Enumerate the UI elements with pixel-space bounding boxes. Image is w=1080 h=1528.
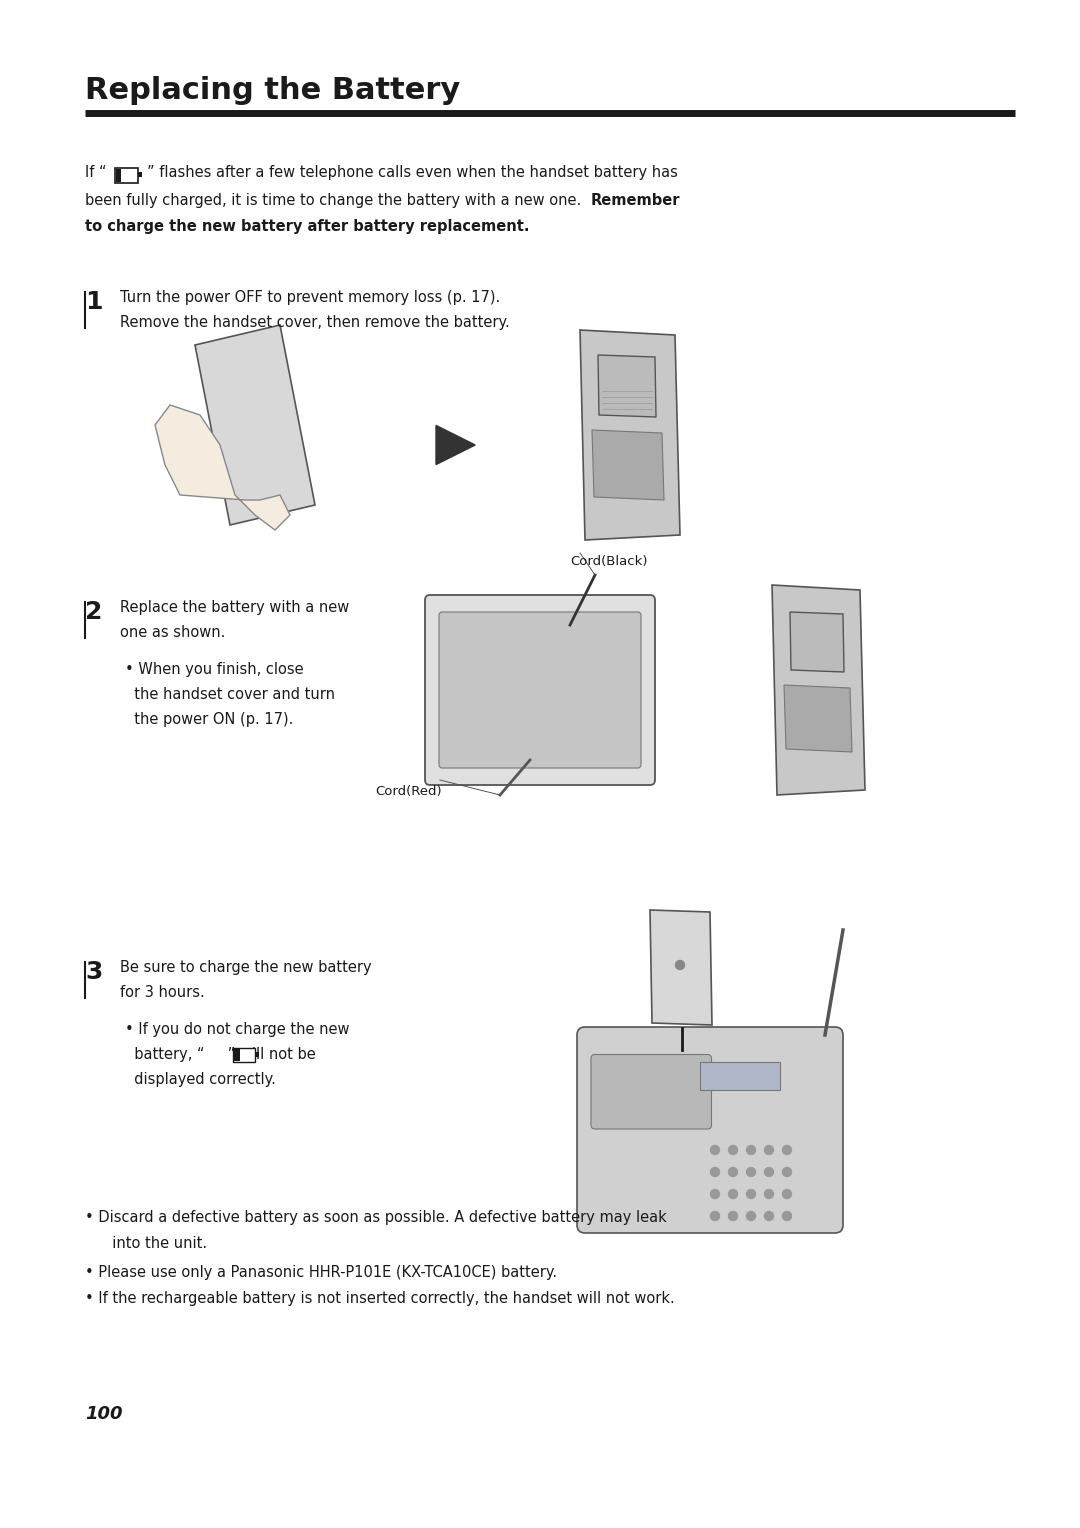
Text: Turn the power OFF to prevent memory loss (p. 17).: Turn the power OFF to prevent memory los… [120,290,500,306]
Circle shape [711,1167,719,1177]
Text: • If you do not charge the new: • If you do not charge the new [125,1022,350,1038]
Circle shape [783,1167,792,1177]
Text: the power ON (p. 17).: the power ON (p. 17). [125,712,294,727]
Polygon shape [580,330,680,539]
FancyBboxPatch shape [234,1050,240,1060]
Polygon shape [195,325,315,526]
Circle shape [729,1167,738,1177]
Circle shape [729,1212,738,1221]
Circle shape [746,1189,756,1198]
Circle shape [783,1189,792,1198]
Polygon shape [650,911,712,1025]
FancyBboxPatch shape [426,594,654,785]
FancyBboxPatch shape [114,168,138,182]
Polygon shape [436,425,475,465]
Polygon shape [598,354,656,417]
Polygon shape [772,585,865,795]
FancyBboxPatch shape [138,171,141,177]
Text: Be sure to charge the new battery: Be sure to charge the new battery [120,960,372,975]
Text: displayed correctly.: displayed correctly. [125,1073,275,1086]
Text: Cord(Black): Cord(Black) [570,555,648,568]
Circle shape [765,1212,773,1221]
Text: Remove the handset cover, then remove the battery.: Remove the handset cover, then remove th… [120,315,510,330]
Circle shape [675,961,685,969]
Text: Replace the battery with a new: Replace the battery with a new [120,601,349,614]
Text: Replacing the Battery: Replacing the Battery [85,76,460,105]
Circle shape [711,1189,719,1198]
FancyBboxPatch shape [438,613,642,769]
Text: for 3 hours.: for 3 hours. [120,986,205,999]
Text: Remember: Remember [591,193,680,208]
Text: to charge the new battery after battery replacement.: to charge the new battery after battery … [85,219,529,234]
Circle shape [783,1212,792,1221]
Polygon shape [156,405,291,530]
Text: ” flashes after a few telephone calls even when the handset battery has: ” flashes after a few telephone calls ev… [147,165,678,180]
Text: 3: 3 [85,960,103,984]
Text: battery, “     ” will not be: battery, “ ” will not be [125,1047,315,1062]
Text: • If the rechargeable battery is not inserted correctly, the handset will not wo: • If the rechargeable battery is not ins… [85,1291,675,1306]
Text: If “: If “ [85,165,107,180]
Polygon shape [784,685,852,752]
FancyBboxPatch shape [233,1048,255,1062]
Circle shape [729,1146,738,1155]
Text: • Discard a defective battery as soon as possible. A defective battery may leak: • Discard a defective battery as soon as… [85,1210,666,1225]
FancyBboxPatch shape [700,1062,780,1089]
Circle shape [746,1167,756,1177]
Text: 1: 1 [85,290,103,313]
FancyBboxPatch shape [577,1027,843,1233]
Circle shape [711,1212,719,1221]
Polygon shape [789,613,843,672]
Text: 2: 2 [85,601,103,623]
Circle shape [765,1189,773,1198]
Circle shape [729,1189,738,1198]
FancyBboxPatch shape [591,1054,712,1129]
Text: • When you finish, close: • When you finish, close [125,662,303,677]
Text: 100: 100 [85,1406,122,1423]
Text: one as shown.: one as shown. [120,625,226,640]
Circle shape [711,1146,719,1155]
FancyBboxPatch shape [116,170,121,182]
Text: • Please use only a Panasonic HHR-P101E (KX-TCA10CE) battery.: • Please use only a Panasonic HHR-P101E … [85,1265,557,1279]
Text: the handset cover and turn: the handset cover and turn [125,688,335,701]
Polygon shape [592,429,664,500]
FancyBboxPatch shape [255,1051,258,1057]
Text: been fully charged, it is time to change the battery with a new one.: been fully charged, it is time to change… [85,193,585,208]
Text: into the unit.: into the unit. [103,1236,207,1251]
Circle shape [746,1212,756,1221]
Circle shape [746,1146,756,1155]
Polygon shape [670,1047,694,1060]
Circle shape [765,1167,773,1177]
Circle shape [765,1146,773,1155]
Circle shape [783,1146,792,1155]
Text: Cord(Red): Cord(Red) [375,785,442,798]
